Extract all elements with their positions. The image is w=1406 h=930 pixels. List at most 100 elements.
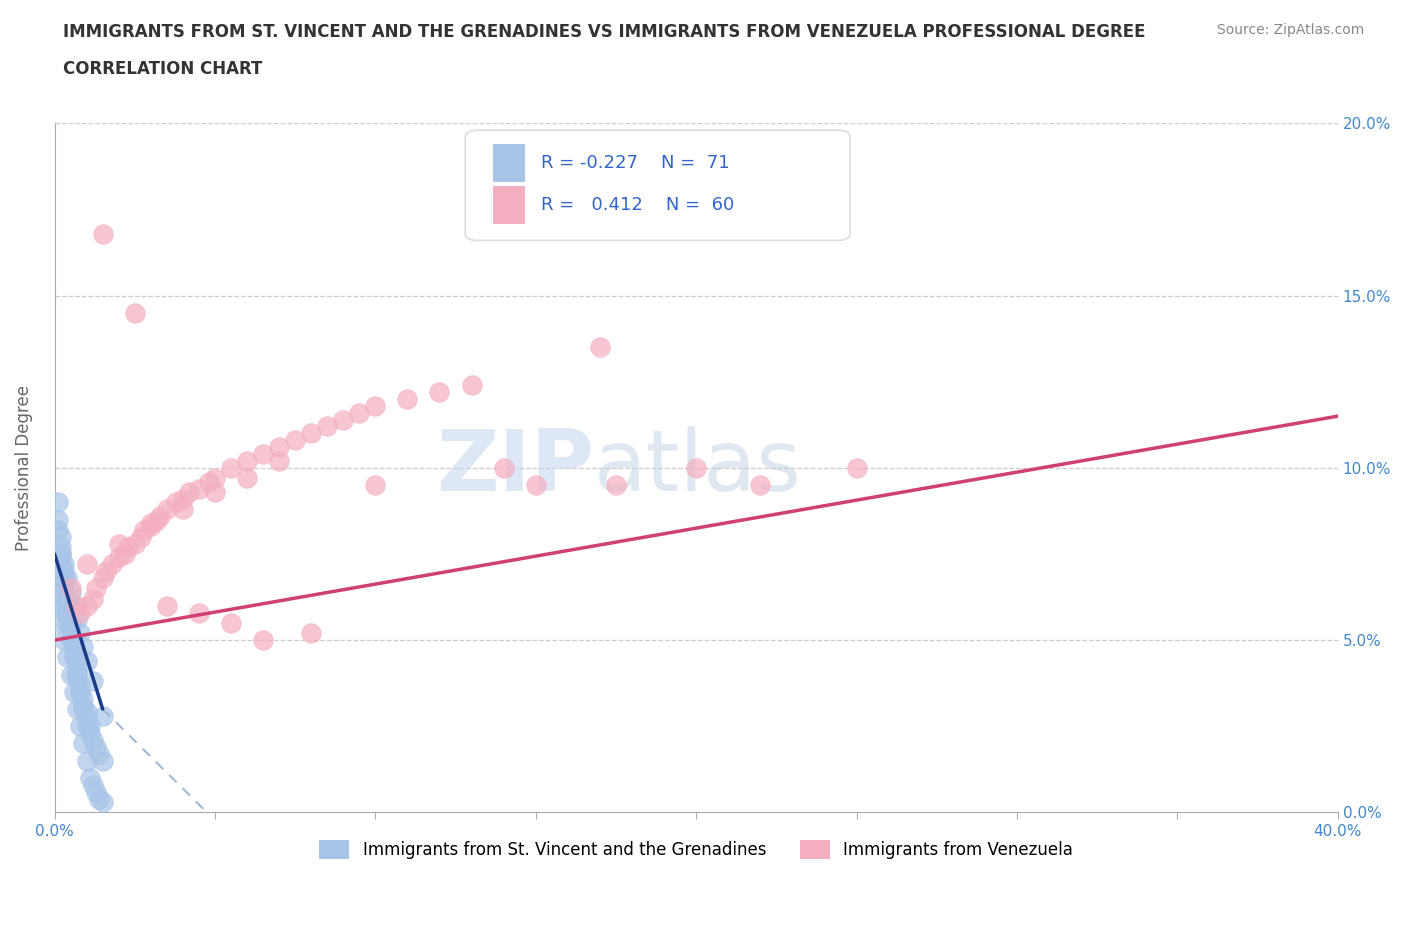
Point	[76, 557, 98, 572]
Point	[685, 460, 707, 475]
Point	[59, 581, 82, 596]
Point	[429, 385, 451, 400]
Point	[69, 684, 91, 699]
Point	[107, 537, 129, 551]
Point	[589, 339, 612, 354]
Point	[219, 460, 242, 475]
Legend: Immigrants from St. Vincent and the Grenadines, Immigrants from Venezuela: Immigrants from St. Vincent and the Gren…	[312, 833, 1080, 866]
Point	[69, 677, 91, 692]
Point	[76, 712, 98, 727]
Point	[845, 460, 868, 475]
Point	[101, 557, 124, 572]
Point	[49, 539, 72, 554]
Point	[129, 529, 152, 544]
Point	[204, 471, 226, 485]
Point	[53, 571, 76, 586]
Point	[49, 581, 72, 596]
Point	[124, 305, 146, 320]
Point	[492, 460, 515, 475]
Point	[66, 701, 89, 716]
Point	[76, 654, 98, 669]
Point	[82, 777, 104, 792]
Point	[219, 616, 242, 631]
Point	[316, 419, 339, 434]
Point	[94, 564, 117, 578]
Point	[46, 564, 69, 578]
Point	[91, 226, 114, 241]
Point	[460, 378, 482, 392]
Point	[53, 588, 76, 603]
Point	[524, 478, 547, 493]
Text: Source: ZipAtlas.com: Source: ZipAtlas.com	[1216, 23, 1364, 37]
Point	[749, 478, 772, 493]
Point	[62, 650, 84, 665]
Point	[76, 753, 98, 768]
Point	[165, 495, 187, 510]
Point	[72, 701, 94, 716]
Text: IMMIGRANTS FROM ST. VINCENT AND THE GRENADINES VS IMMIGRANTS FROM VENEZUELA PROF: IMMIGRANTS FROM ST. VINCENT AND THE GREN…	[63, 23, 1146, 41]
Point	[91, 753, 114, 768]
Point	[82, 674, 104, 689]
Point	[53, 632, 76, 647]
Point	[364, 398, 387, 413]
Point	[53, 564, 76, 578]
Point	[91, 709, 114, 724]
Point	[53, 557, 76, 572]
Text: ZIP: ZIP	[436, 426, 593, 510]
Point	[252, 632, 274, 647]
Point	[46, 495, 69, 510]
Point	[72, 736, 94, 751]
Point	[299, 626, 322, 641]
Point	[197, 474, 219, 489]
Text: atlas: atlas	[593, 426, 801, 510]
Point	[76, 719, 98, 734]
Point	[349, 405, 371, 420]
Point	[299, 426, 322, 441]
Point	[114, 547, 136, 562]
Point	[59, 630, 82, 644]
Point	[396, 392, 419, 406]
FancyBboxPatch shape	[465, 130, 851, 241]
Point	[66, 657, 89, 671]
Point	[236, 454, 259, 469]
Point	[179, 485, 201, 499]
Point	[59, 616, 82, 631]
Point	[156, 598, 179, 613]
Point	[187, 605, 209, 620]
Bar	[494, 186, 526, 223]
Point	[72, 691, 94, 706]
Point	[62, 643, 84, 658]
Point	[49, 547, 72, 562]
Point	[146, 512, 169, 527]
Point	[156, 502, 179, 517]
Point	[284, 432, 307, 447]
Point	[89, 791, 111, 806]
Point	[62, 650, 84, 665]
Point	[79, 719, 101, 734]
Text: CORRELATION CHART: CORRELATION CHART	[63, 60, 263, 78]
Point	[59, 584, 82, 599]
Point	[56, 595, 79, 610]
Point	[49, 616, 72, 631]
Point	[117, 539, 139, 554]
Point	[69, 719, 91, 734]
Point	[269, 454, 291, 469]
Point	[62, 598, 84, 613]
Point	[79, 770, 101, 785]
Point	[69, 684, 91, 699]
Point	[49, 547, 72, 562]
Point	[89, 747, 111, 762]
Point	[66, 671, 89, 685]
Point	[82, 733, 104, 748]
Y-axis label: Professional Degree: Professional Degree	[15, 385, 32, 551]
Point	[46, 512, 69, 527]
Point	[236, 471, 259, 485]
Point	[53, 598, 76, 613]
Point	[84, 784, 107, 799]
Point	[605, 478, 627, 493]
Point	[124, 537, 146, 551]
Point	[149, 509, 172, 524]
Point	[56, 608, 79, 623]
Point	[79, 725, 101, 740]
Point	[69, 626, 91, 641]
